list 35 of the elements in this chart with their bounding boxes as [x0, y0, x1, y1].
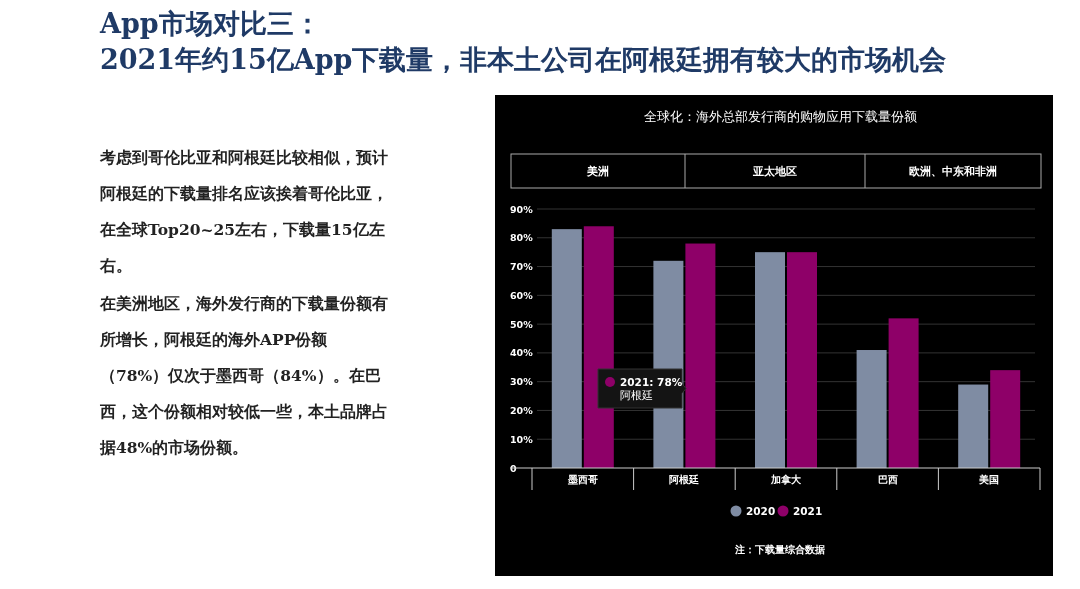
- bar: [990, 370, 1021, 468]
- y-tick-label: 90%: [510, 203, 534, 215]
- bar: [685, 243, 716, 468]
- legend-label: 2021: [793, 505, 823, 517]
- x-tick-label: 加拿大: [770, 474, 802, 485]
- bar: [958, 384, 989, 468]
- text: 在美洲地区，海外发行商的下载量份额有所增长，阿根廷的海外APP份额（78%）仅次于墨西哥（84%）。在巴西，这个份额相对较低一些，本土品牌占据48%的市场份额。: [100, 293, 389, 459]
- bar: [755, 252, 785, 468]
- y-tick-label: 60%: [510, 289, 534, 301]
- y-tick-label: 10%: [510, 433, 534, 445]
- chart-title: 全球化：海外总部发行商的购物应用下载量份额: [643, 109, 917, 124]
- text: 美洲: [586, 165, 609, 178]
- bar: [888, 318, 919, 468]
- x-tick-label: 巴西: [877, 474, 898, 485]
- text: 2021年约15亿App下载量，非本土公司在阿根廷拥有较大的市场机会: [100, 43, 947, 77]
- text: App市场对比三：: [100, 7, 321, 41]
- y-tick-label: 80%: [510, 232, 534, 244]
- x-tick-label: 美国: [978, 474, 1000, 485]
- text: 考虑到哥伦比亚和阿根廷比较相似，预计阿根廷的下载量排名应该挨着哥伦比亚，在全球Top20~25左右，下载量15亿左右。: [100, 147, 389, 277]
- bar: [551, 229, 582, 468]
- text: 欧洲、中东和非洲: [909, 165, 997, 178]
- x-tick-label: 阿根廷: [669, 474, 700, 485]
- text: 注：下载量综合数据: [734, 544, 825, 555]
- legend-label: 2020: [746, 505, 776, 517]
- y-tick-label: 50%: [510, 318, 534, 330]
- bar: [787, 252, 817, 468]
- y-tick-label: 70%: [510, 261, 534, 273]
- bar: [856, 350, 887, 468]
- y-tick-label: 30%: [510, 376, 534, 388]
- y-tick-label: 0: [510, 462, 517, 474]
- text: 亚太地区: [752, 165, 797, 178]
- annotation: 2021: 78% 阿根廷: [620, 376, 683, 401]
- y-tick-label: 20%: [510, 404, 534, 416]
- y-tick-label: 40%: [510, 347, 534, 359]
- x-tick-label: 墨西哥: [566, 474, 598, 485]
